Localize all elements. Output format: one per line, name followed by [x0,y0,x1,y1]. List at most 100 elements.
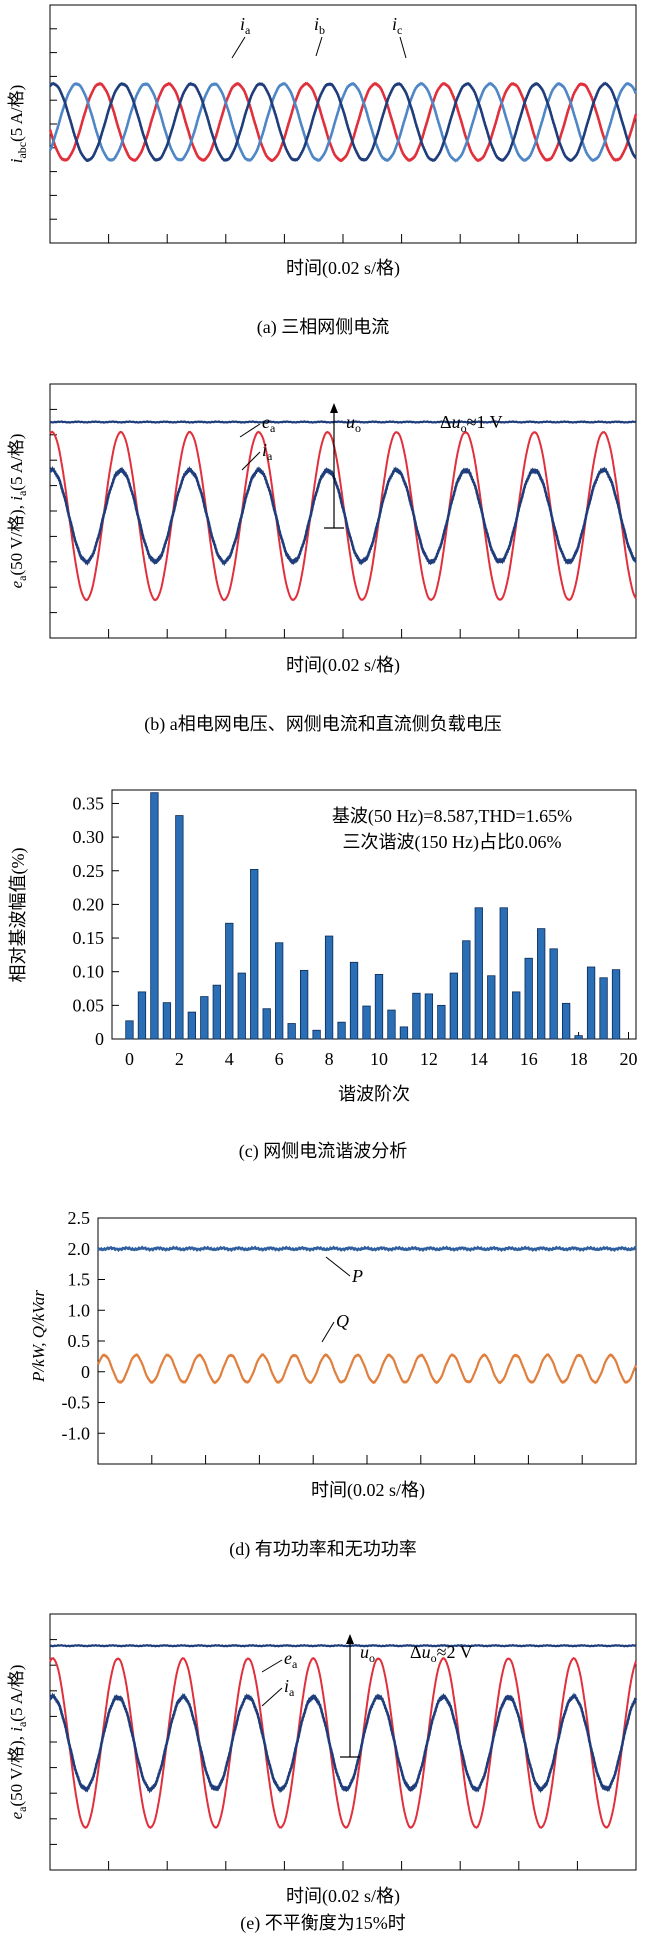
bar-harmonic [524,957,533,1040]
leader-Q [321,1321,335,1343]
panel-e: uo Δuo≈2 V ea ia ea(50 V/格), ia(5 A/格) 时… [7,1613,638,1934]
bar-harmonic [324,935,334,1040]
label-ea-e: ea [284,1648,298,1671]
bar-harmonic [162,1002,172,1040]
bar-harmonic [312,1029,321,1040]
panel-c-ytick-label: 0.05 [73,995,105,1015]
bar-harmonic [287,1023,296,1040]
panel-c-xtick-label: 4 [225,1049,234,1069]
panel-c-xtick-label: 10 [370,1049,388,1069]
delta-uo-e: Δuo≈2 V [410,1642,473,1665]
label-uo-e: uo [360,1642,375,1665]
panel-b: uo Δuo≈1 V ea ia ea(50 V/格), ia(5 A/格) 时… [7,383,637,735]
label-ea-b: ea [262,412,276,435]
panel-c-ytick-label: 0.20 [73,894,105,914]
panel-c-xtick-label: 12 [420,1049,438,1069]
delta-uo-b: Δuo≈1 V [440,412,503,435]
label-P: P [351,1266,363,1286]
panel-e-caption: (e) 不平衡度为15%时 [240,1913,405,1934]
panel-d-ytick-label: 0 [81,1362,90,1382]
panel-b-ticks [50,408,578,638]
panel-c: 0 2 4 6 8 10 12 14 16 18 20 0 0.05 0.10 0.15 0.20 0.25 0.… [8,789,638,1162]
leader-ea-e [261,1659,283,1673]
panel-a-series-labels: ia ib ic [231,14,407,59]
panel-e-series [49,1643,638,1829]
panel-a: ia ib ic iabc(5 A/格) 时间(0.02 s/格) (a) 三相… [7,4,638,338]
bar-harmonic [512,991,521,1040]
series-uo [49,1643,637,1648]
bar-harmonic [437,1004,446,1040]
panel-c-xlabel: 谐波阶次 [338,1084,410,1104]
panel-c-axes [111,789,637,1040]
leader-P [325,1256,351,1277]
panel-a-ticks [50,28,578,243]
series-Q [96,1352,637,1385]
bar-harmonic [337,1021,346,1040]
panel-c-xtick-label: 20 [620,1049,638,1069]
panel-e-axes [49,1613,637,1871]
panel-c-xtick-label: 16 [520,1049,538,1069]
panel-c-xtick-label: 2 [175,1049,184,1069]
panel-b-ylabel: ea(50 V/格), ia(5 A/格) [7,434,29,589]
panel-c-bars [125,792,621,1040]
panel-e-ylabel: ea(50 V/格), ia(5 A/格) [7,1665,29,1820]
panel-c-annotation-1: 基波(50 Hz)=8.587,THD=1.65% [332,806,572,827]
bar-harmonic [487,975,496,1040]
series-ic [48,81,638,163]
uo-arrow-head [330,403,338,413]
bar-harmonic [212,984,221,1040]
panel-a-axes [49,4,637,244]
panel-a-caption: (a) 三相网侧电流 [257,317,389,338]
label-ia-b: ia [262,440,273,463]
leader-ia-b [241,451,261,471]
panel-c-xtick-label: 8 [325,1049,334,1069]
panel-c-ytick-label: 0 [95,1029,104,1049]
bar-harmonic [175,815,184,1040]
series-ea [49,430,637,602]
panel-a-ylabel: iabc(5 A/格) [7,85,29,164]
panel-c-ytick-label: 0.10 [73,962,105,982]
label-ib: ib [314,14,325,37]
panel-d-ytick-label: 1.5 [68,1270,91,1290]
panel-c-xtick-label: 14 [470,1049,488,1069]
series-ib [48,81,638,163]
panel-c-ytick-label: 0.35 [73,793,105,813]
series-ia [49,81,637,163]
panel-c-xtick-label: 6 [275,1049,284,1069]
bar-harmonic [474,907,483,1040]
bar-harmonic [599,977,608,1040]
bar-harmonic [399,1026,409,1040]
panel-d-series [96,1245,637,1385]
bar-harmonic [574,1035,583,1040]
bar-harmonic [250,869,259,1040]
panel-c-annotation-2: 三次谐波(150 Hz)占比0.06% [343,832,562,853]
label-uo-b: uo [346,412,361,435]
panel-b-xlabel: 时间(0.02 s/格) [286,655,400,676]
panel-d-ytick-label: -0.5 [62,1393,91,1413]
panel-d-ytick-label: 2.0 [68,1239,91,1259]
panel-d-ytick-label: -1.0 [62,1423,91,1443]
panel-d-ytick-label: 2.5 [68,1208,91,1228]
bar-harmonic [262,1008,271,1040]
leader-ic [399,36,407,59]
panel-c-caption: (c) 网侧电流谐波分析 [239,1141,407,1162]
bar-harmonic [349,961,359,1040]
bar-harmonic [237,972,246,1040]
uo-arrow-head-e [346,1634,354,1644]
panel-a-series [48,81,638,163]
panel-d-ticks: -1.0 -0.5 0 0.5 1.0 1.5 2.0 2.5 [62,1208,583,1464]
bar-harmonic [362,1005,371,1040]
bar-harmonic [387,1009,396,1040]
bar-harmonic [611,969,621,1040]
bar-harmonic [424,993,434,1040]
panel-c-xtick-label: 18 [570,1049,588,1069]
bar-harmonic [537,928,546,1040]
panel-b-series [49,420,637,602]
leader-ia-e [261,1687,283,1707]
bar-harmonic [187,1011,196,1040]
label-ia-e: ia [284,1676,295,1699]
panel-d-caption: (d) 有功功率和无功功率 [229,1539,417,1560]
panel-c-ylabel: 相对基波幅值(%) [8,848,29,983]
panel-c-ytick-label: 0.25 [73,861,105,881]
